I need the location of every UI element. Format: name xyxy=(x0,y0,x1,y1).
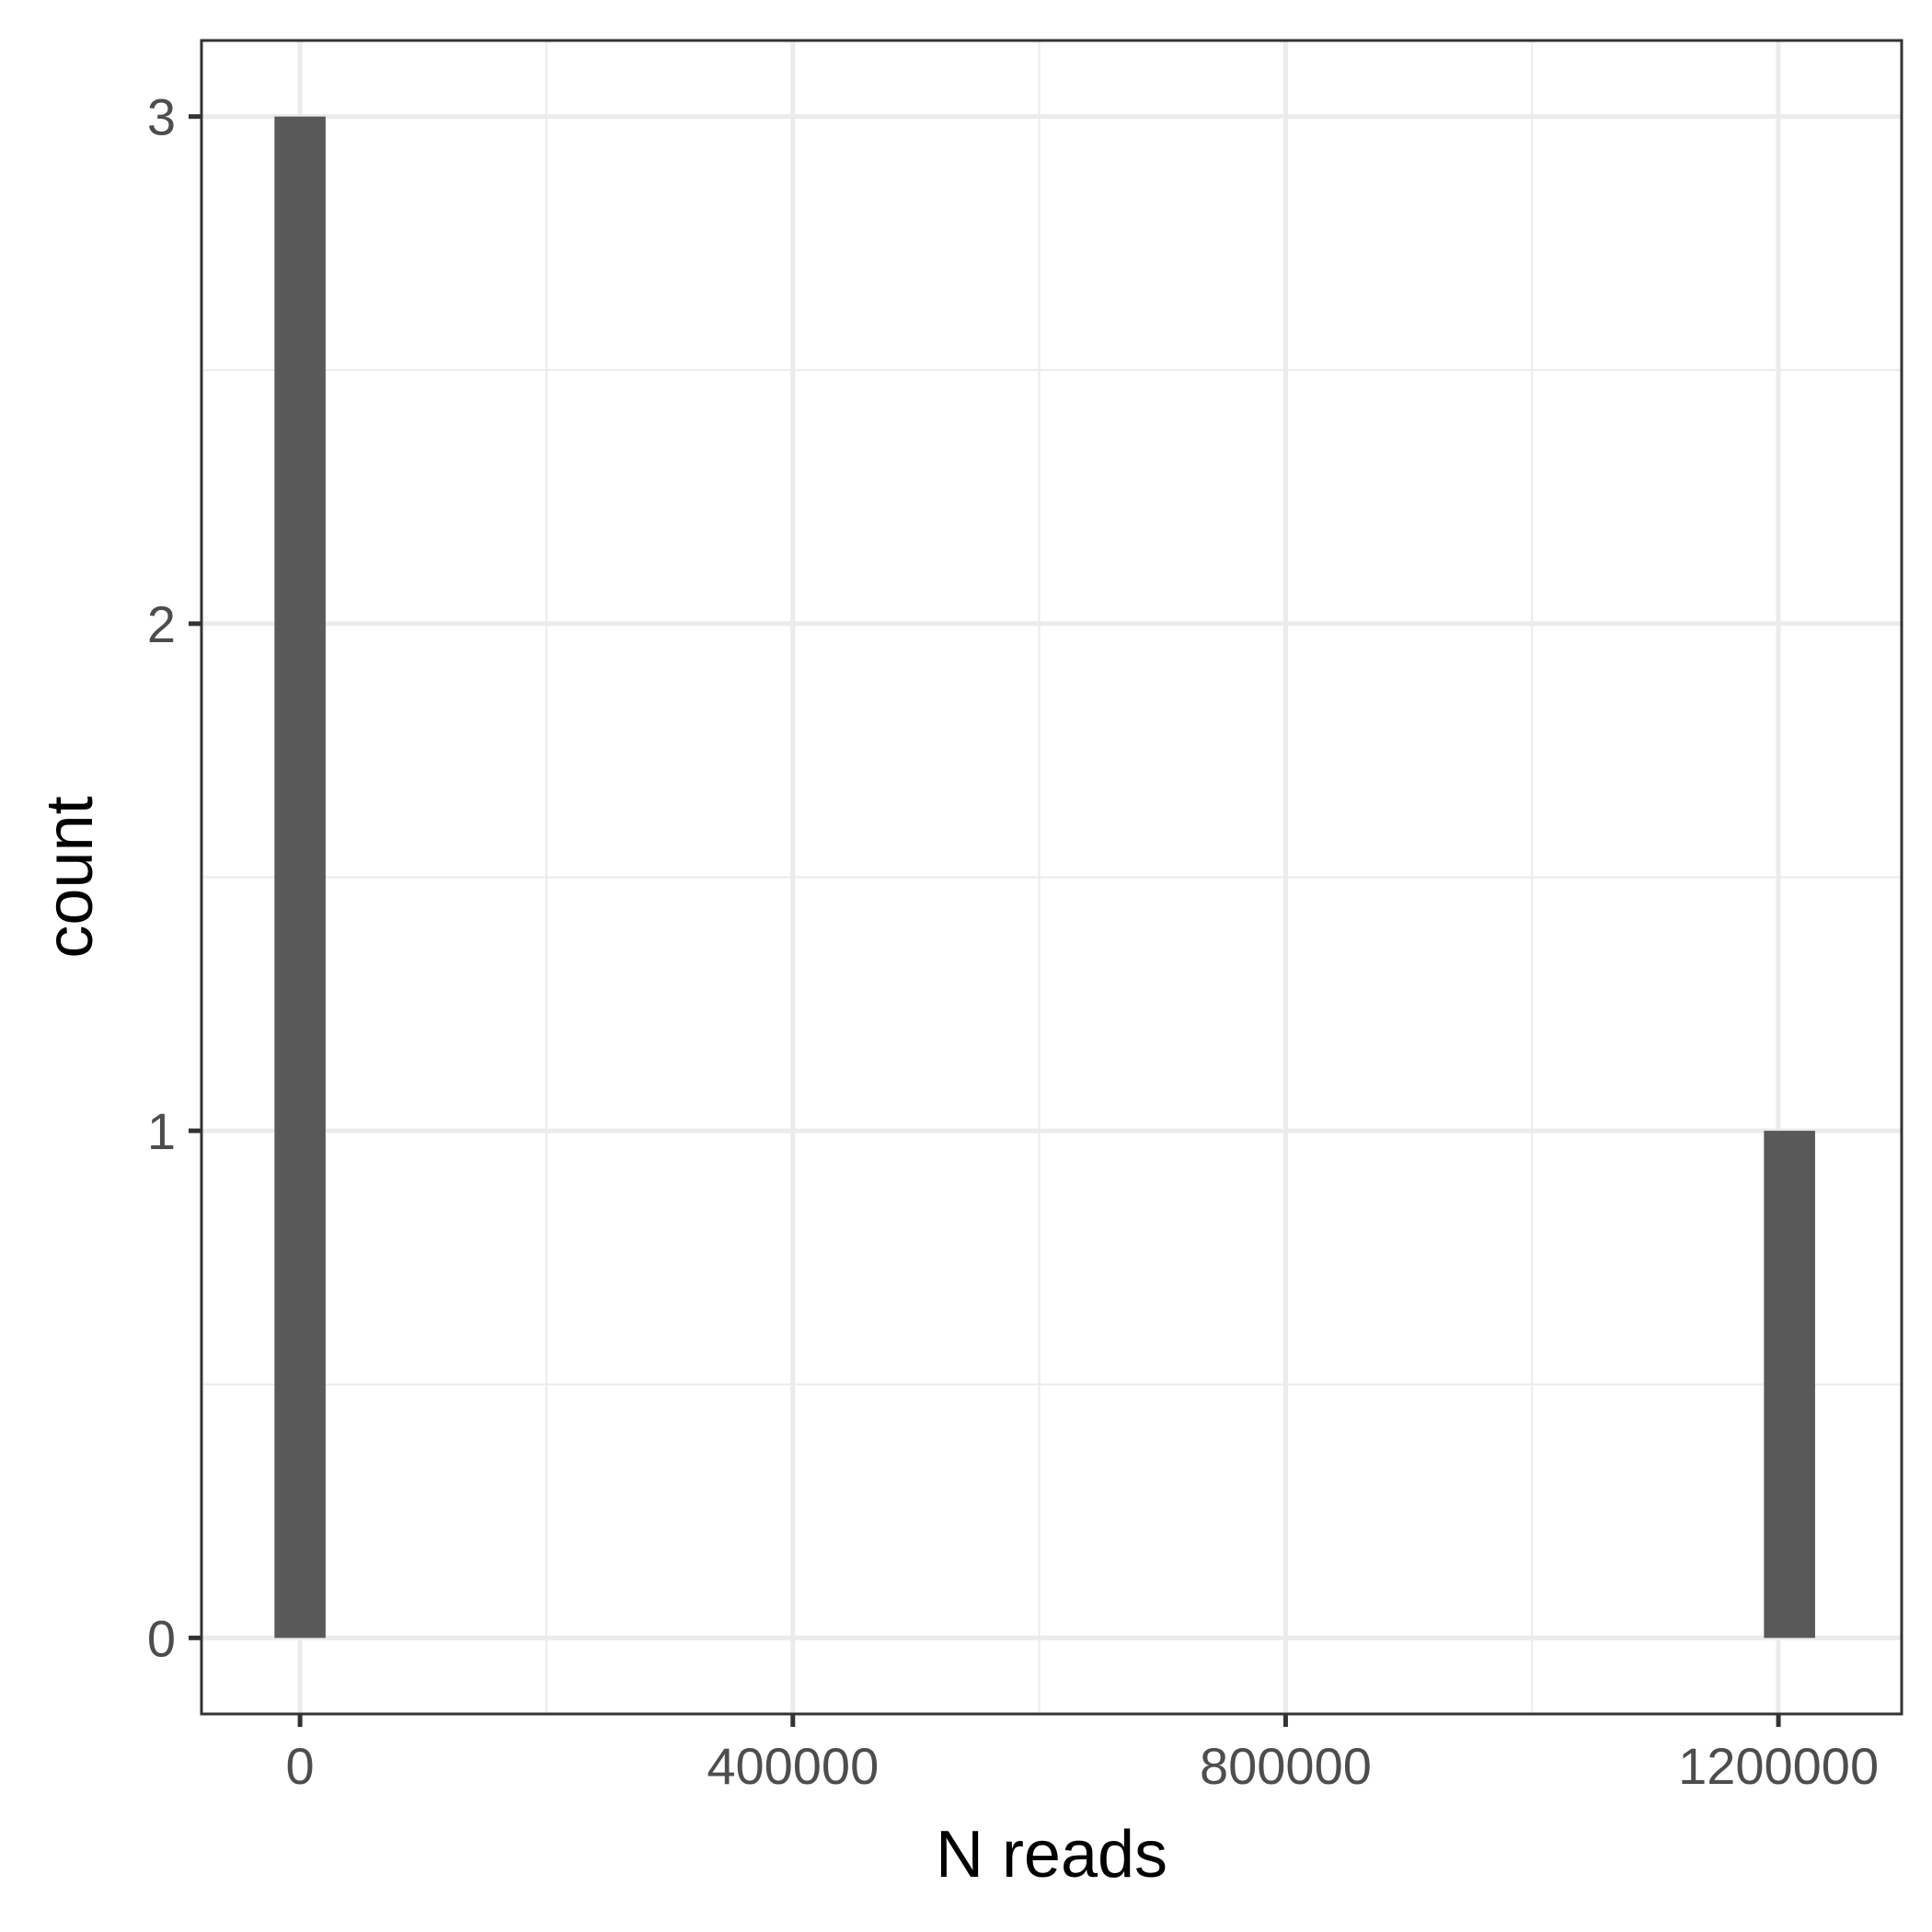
y-tick-label: 1 xyxy=(147,1102,176,1160)
histogram-bars xyxy=(274,116,1815,1639)
y-tick-label: 3 xyxy=(147,88,176,146)
histogram-bar xyxy=(1764,1131,1815,1639)
x-axis-title: N reads xyxy=(936,1818,1167,1892)
panel-border xyxy=(200,39,1903,1716)
x-axis-ticks: 0 400000 800000 1200000 xyxy=(286,1714,1879,1795)
minor-gridlines xyxy=(201,40,1902,1714)
x-tick-label: 800000 xyxy=(1200,1737,1372,1795)
y-axis-title: count xyxy=(33,796,107,958)
y-tick-label: 2 xyxy=(147,595,176,653)
x-tick-label: 400000 xyxy=(707,1737,879,1795)
x-tick-label: 0 xyxy=(286,1737,315,1795)
y-axis-ticks: 0 1 2 3 xyxy=(147,88,201,1667)
histogram-bar xyxy=(274,116,326,1639)
y-tick-label: 0 xyxy=(147,1609,176,1667)
x-tick-label: 1200000 xyxy=(1678,1737,1879,1795)
